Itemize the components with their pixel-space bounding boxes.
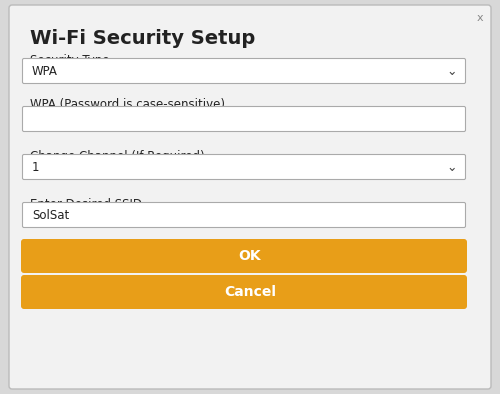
Text: WPA: WPA (32, 65, 58, 78)
FancyBboxPatch shape (9, 5, 491, 389)
FancyBboxPatch shape (22, 203, 466, 227)
Text: ⌄: ⌄ (447, 160, 457, 173)
Text: Enter Desired SSID:: Enter Desired SSID: (30, 197, 146, 210)
Text: Change Channel (If Required):: Change Channel (If Required): (30, 149, 208, 162)
FancyBboxPatch shape (21, 239, 467, 273)
Text: x: x (476, 13, 484, 23)
Text: Wi-Fi Security Setup: Wi-Fi Security Setup (30, 28, 256, 48)
Text: Cancel: Cancel (224, 285, 276, 299)
FancyBboxPatch shape (22, 58, 466, 84)
FancyBboxPatch shape (21, 275, 467, 309)
Text: 1: 1 (32, 160, 40, 173)
Text: Security Type:: Security Type: (30, 54, 114, 67)
Text: ⌄: ⌄ (447, 65, 457, 78)
FancyBboxPatch shape (22, 106, 466, 132)
Text: WPA (Password is case-sensitive): WPA (Password is case-sensitive) (30, 97, 225, 110)
Text: OK: OK (238, 249, 262, 263)
Text: SolSat: SolSat (32, 208, 69, 221)
FancyBboxPatch shape (22, 154, 466, 180)
